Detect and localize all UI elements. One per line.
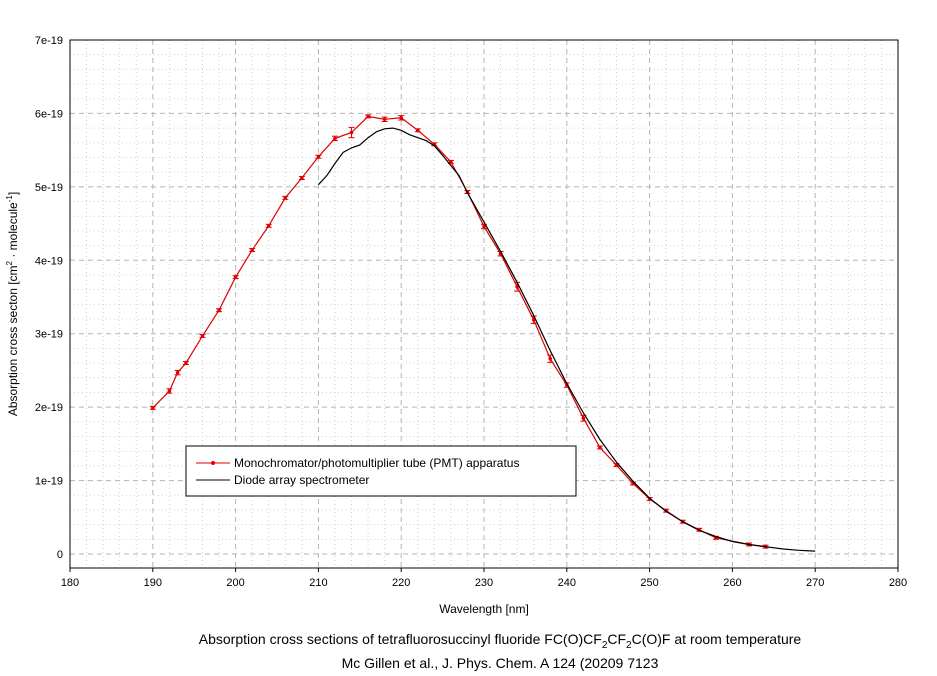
pmt-point: [614, 463, 619, 467]
pmt-point: [266, 223, 271, 228]
x-tick-label: 220: [392, 577, 410, 589]
pmt-point: [175, 370, 180, 375]
y-tick-label: 3e-19: [35, 329, 63, 341]
pmt-line: [152, 115, 766, 548]
x-tick-label: 260: [723, 577, 741, 589]
x-tick-label: 190: [144, 577, 162, 589]
pmt-point: [581, 416, 586, 420]
diode-line: [317, 127, 816, 552]
pmt-point: [167, 389, 172, 393]
legend-diode-label: Diode array spectrometer: [234, 473, 369, 487]
pmt-point: [250, 248, 254, 252]
pmt-point: [482, 224, 486, 229]
x-tick-label: 240: [558, 577, 576, 589]
x-tick-label: 230: [475, 577, 493, 589]
legend-box: [185, 445, 577, 497]
pmt-point: [151, 406, 155, 410]
pmt-point: [200, 334, 205, 338]
pmt-point: [382, 117, 387, 122]
x-tick-label: 180: [61, 577, 79, 589]
pmt-point: [548, 356, 553, 361]
pmt-point: [316, 154, 321, 159]
y-axis-title: Absorption cross secton [cm2 · molecule-…: [5, 192, 20, 416]
x-tick-label: 200: [226, 577, 244, 589]
pmt-point: [415, 128, 420, 133]
y-axis-ticks: 0 1e-19 2e-19 3e-19 4e-19 5e-19 6e-19 7e-19: [35, 35, 63, 561]
series-pmt: [149, 114, 769, 549]
pmt-point: [349, 130, 354, 135]
series-layer: [149, 114, 816, 552]
pmt-point: [233, 275, 238, 279]
pmt-point: [449, 160, 453, 164]
series-diode: [317, 127, 816, 552]
y-tick-label: 7e-19: [35, 35, 63, 47]
pmt-point: [598, 445, 602, 450]
x-tick-label: 210: [309, 577, 327, 589]
x-axis-title: Wavelength [nm]: [439, 602, 529, 616]
caption-line-2: Mc Gillen et al., J. Phys. Chem. A 124 (…: [341, 655, 659, 671]
pmt-point: [283, 196, 288, 200]
pmt-point: [515, 284, 519, 289]
x-tick-label: 280: [889, 577, 907, 589]
legend-pmt-marker: [211, 461, 215, 465]
x-axis-ticks: 180 190 200 210 220 230 240 250 260 270 280: [61, 568, 907, 589]
y-tick-label: 1e-19: [35, 476, 63, 488]
y-tick-label: 2e-19: [35, 402, 63, 414]
pmt-point: [399, 116, 404, 120]
legend-pmt-label: Monochromator/photomultiplier tube (PMT)…: [234, 456, 519, 470]
y-tick-label: 0: [57, 549, 63, 561]
pmt-point: [217, 308, 221, 313]
pmt-point: [333, 136, 337, 141]
y-tick-label: 4e-19: [35, 255, 63, 267]
caption-line-1: Absorption cross sections of tetrafluoro…: [198, 631, 802, 651]
x-tick-label: 270: [806, 577, 824, 589]
pmt-point: [366, 114, 370, 119]
pmt-point: [300, 176, 304, 180]
y-tick-label: 5e-19: [35, 182, 63, 194]
legend: Monochromator/photomultiplier tube (PMT)…: [185, 445, 577, 497]
y-tick-label: 6e-19: [35, 108, 63, 120]
pmt-point: [184, 361, 188, 365]
major-grid: [70, 39, 898, 568]
x-tick-label: 250: [640, 577, 658, 589]
pmt-point: [531, 317, 536, 322]
